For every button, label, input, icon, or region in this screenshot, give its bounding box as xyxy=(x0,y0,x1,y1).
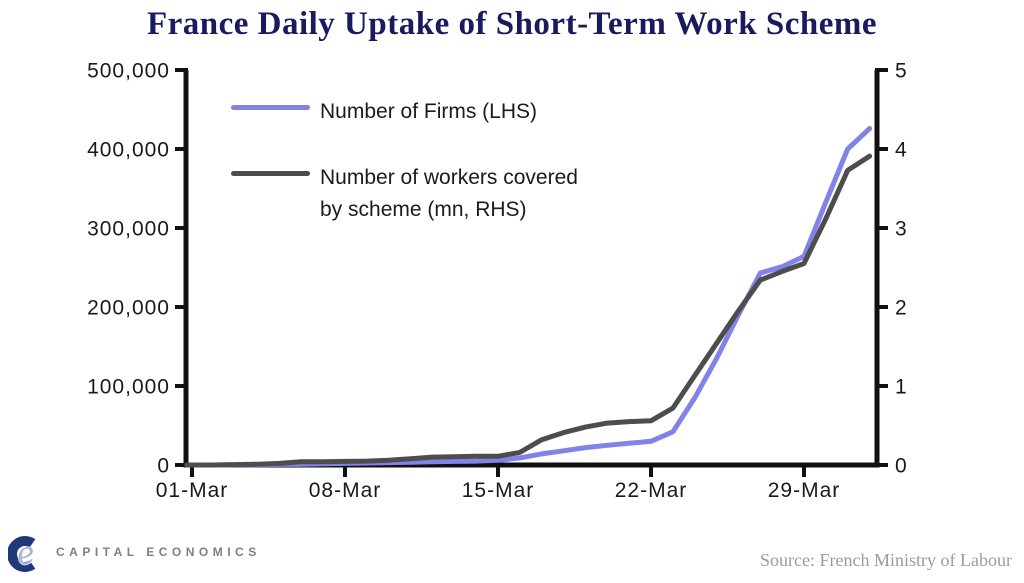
firms-line-swatch xyxy=(231,105,310,110)
chart-title: France Daily Uptake of Short-Term Work S… xyxy=(146,6,878,42)
legend-item-workers: Number of workers covered by scheme (mn,… xyxy=(231,162,578,227)
right-axis-tick-label: 0 xyxy=(895,455,908,478)
ce-monogram-icon: e xyxy=(8,534,39,574)
x-axis-tick-label: 08-Mar xyxy=(309,479,382,502)
workers-line-swatch xyxy=(231,170,310,176)
left-axis-tick-label: 200,000 xyxy=(87,297,170,320)
legend-label-firms: Number of Firms (LHS) xyxy=(320,100,538,123)
x-axis-tick-label: 22-Mar xyxy=(615,479,688,502)
workers-line xyxy=(184,153,873,468)
left-axis-tick-label: 500,000 xyxy=(87,60,170,83)
legend-label-workers: Number of workers covered by scheme (mn,… xyxy=(320,165,578,222)
left-axis-tick-label: 300,000 xyxy=(87,218,170,241)
brand-wordmark: CAPITAL ECONOMICS xyxy=(56,545,261,559)
right-axis-tick-label: 1 xyxy=(895,376,908,399)
x-axis-tick-label: 15-Mar xyxy=(462,479,535,502)
left-axis-tick-label: 400,000 xyxy=(87,139,170,162)
x-axis-tick-label: 01-Mar xyxy=(156,479,229,502)
right-axis-tick-label: 3 xyxy=(895,218,908,241)
chart-legend: Number of Firms (LHS) Number of workers … xyxy=(231,96,578,260)
legend-item-firms: Number of Firms (LHS) xyxy=(231,96,578,129)
left-axis-tick-label: 100,000 xyxy=(87,376,170,399)
x-axis-tick-label: 29-Mar xyxy=(768,479,841,502)
right-axis-tick-label: 5 xyxy=(895,60,908,83)
right-axis-tick-label: 2 xyxy=(895,297,908,320)
left-axis-tick-label: 0 xyxy=(157,455,170,478)
right-axis-tick-label: 4 xyxy=(895,139,908,162)
source-attribution: Source: French Ministry of Labour xyxy=(760,550,1012,570)
capital-economics-logo: e CAPITAL ECONOMICS xyxy=(8,527,261,577)
